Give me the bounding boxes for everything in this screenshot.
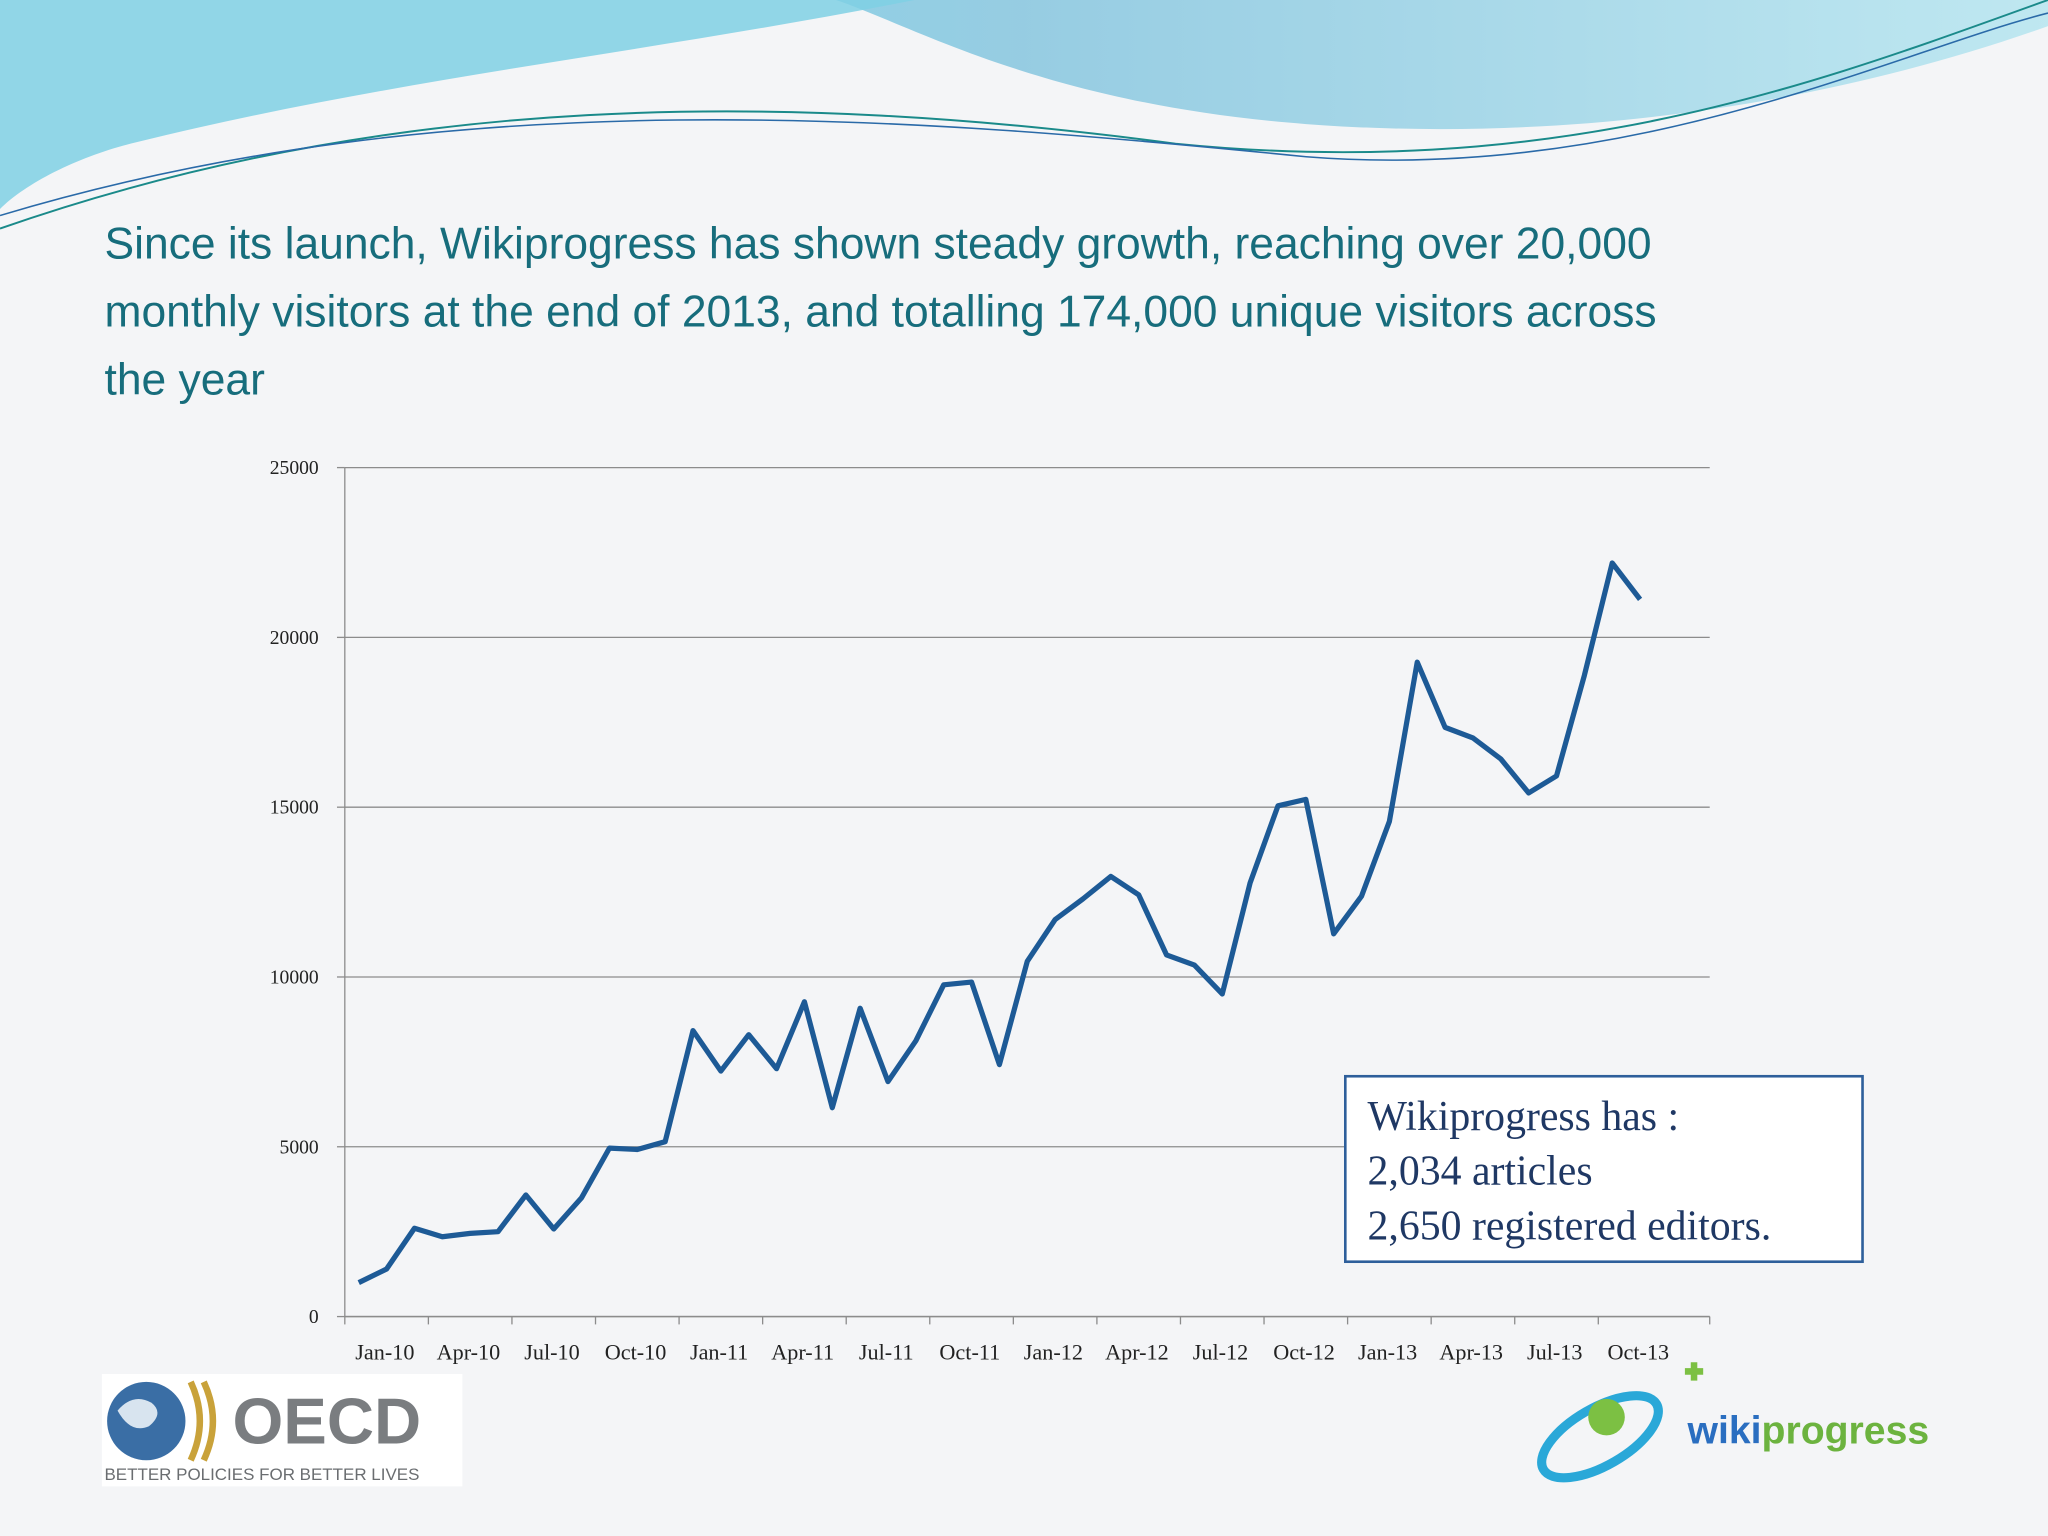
header-line bbox=[0, 12, 2048, 217]
title-line: monthly visitors at the end of 2013, and… bbox=[104, 288, 1656, 337]
header-wave bbox=[0, 0, 2048, 130]
y-tick-label: 10000 bbox=[270, 968, 319, 989]
annotation-line: 2,650 registered editors. bbox=[1368, 1204, 1772, 1250]
header-wave bbox=[0, 0, 915, 209]
annotation-line: 2,034 articles bbox=[1368, 1149, 1593, 1195]
x-tick-label: Jul-11 bbox=[859, 1340, 914, 1365]
swoosh bbox=[1537, 1391, 1663, 1483]
oecd-tagline: BETTER POLICIES FOR BETTER LIVES bbox=[104, 1465, 419, 1484]
title-line: Since its launch, Wikiprogress has shown… bbox=[104, 220, 1651, 269]
oecd-logo: OECD BETTER POLICIES FOR BETTER LIVES bbox=[101, 1374, 463, 1487]
x-tick-label: Oct-13 bbox=[1608, 1340, 1670, 1365]
x-tick-label: Jul-12 bbox=[1193, 1340, 1248, 1365]
x-tick-label: Jan-12 bbox=[1024, 1340, 1083, 1365]
annotation: Wikiprogress has : 2,034 articles 2,650 re… bbox=[1368, 1094, 1772, 1250]
x-tick-label: Jan-11 bbox=[690, 1340, 748, 1365]
header-line bbox=[0, 0, 2048, 230]
slide-title: Since its launch, Wikiprogress has shown… bbox=[104, 220, 1656, 405]
annotation-line: Wikiprogress has : bbox=[1368, 1094, 1680, 1140]
x-tick-label: Oct-12 bbox=[1273, 1340, 1335, 1365]
x-tick-label: Jul-10 bbox=[524, 1340, 579, 1365]
wikiprogress-wordmark: wikiprogress bbox=[1687, 1409, 1930, 1452]
x-tick-label: Jan-13 bbox=[1358, 1340, 1417, 1365]
wikiprogress-logo: wikiprogress bbox=[1537, 1362, 1930, 1483]
logo-arcs bbox=[187, 1380, 217, 1462]
logo-dot bbox=[1588, 1398, 1625, 1436]
annotation-box bbox=[1343, 1074, 1864, 1264]
x-tick-label: Oct-11 bbox=[939, 1340, 1000, 1365]
x-tick-label: Jan-10 bbox=[355, 1340, 414, 1365]
x-tick-label: Apr-13 bbox=[1439, 1340, 1503, 1365]
data-line bbox=[357, 560, 1643, 1285]
logo-plus bbox=[1684, 1362, 1704, 1381]
y-tick-label: 0 bbox=[309, 1307, 319, 1328]
y-tick-label: 20000 bbox=[270, 628, 319, 649]
x-tick-label: Jul-13 bbox=[1527, 1340, 1582, 1365]
x-tick-label: Apr-12 bbox=[1105, 1340, 1169, 1365]
chart: 0 5000 10000 15000 20000 25000 Jan-10 Apr-10 Jul… bbox=[270, 458, 1711, 1365]
progress: progress bbox=[1762, 1409, 1930, 1452]
y-tick-label: 5000 bbox=[280, 1137, 319, 1158]
globe-land bbox=[117, 1398, 158, 1429]
wiki: wiki bbox=[1687, 1409, 1762, 1452]
y-tick-label: 25000 bbox=[270, 458, 319, 479]
x-tick-label: Apr-10 bbox=[437, 1340, 501, 1365]
x-tick-label: Apr-11 bbox=[771, 1340, 834, 1365]
x-tick-label: Oct-10 bbox=[605, 1340, 667, 1365]
y-tick-label: 15000 bbox=[270, 798, 319, 819]
title-line: the year bbox=[104, 355, 265, 404]
oecd-wordmark: OECD bbox=[232, 1384, 421, 1457]
